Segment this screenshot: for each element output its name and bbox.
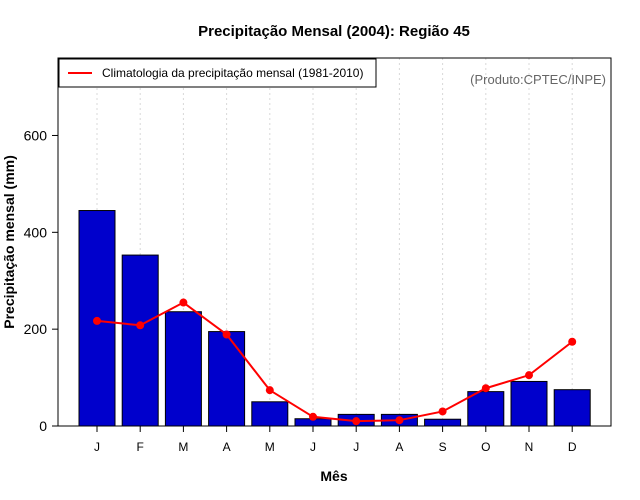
bar xyxy=(121,254,159,427)
x-axis-title: Mês xyxy=(320,468,347,484)
bar xyxy=(251,401,289,427)
x-tick-label: S xyxy=(439,440,447,454)
x-tick-label: F xyxy=(137,440,144,454)
x-tick-label: D xyxy=(568,440,577,454)
x-tick-label: M xyxy=(265,440,275,454)
bar xyxy=(510,380,548,427)
x-tick-label: A xyxy=(223,440,231,454)
x-tick-label: J xyxy=(310,440,316,454)
climatology-point xyxy=(568,337,577,346)
y-axis: 0 200 400 600 xyxy=(24,127,58,434)
climatology-point xyxy=(525,371,533,380)
climatology-point xyxy=(309,412,317,421)
x-tick-label: M xyxy=(178,440,188,454)
y-tick-label: 600 xyxy=(24,127,48,143)
bar xyxy=(164,311,202,427)
y-tick-label: 400 xyxy=(24,224,48,240)
y-axis-title: Precipitação mensal (mm) xyxy=(1,155,17,329)
legend-box xyxy=(58,58,377,88)
bar xyxy=(553,389,591,427)
chart-title: Precipitação Mensal (2004): Região 45 xyxy=(198,23,470,40)
x-tick-label: N xyxy=(525,440,534,454)
legend: Climatologia da precipitação mensal (198… xyxy=(58,58,377,88)
x-tick-label: A xyxy=(395,440,403,454)
climatology-point xyxy=(395,416,404,425)
climatology-point xyxy=(481,384,490,393)
bar xyxy=(208,331,246,427)
bar xyxy=(424,418,462,427)
climatology-point xyxy=(352,417,361,426)
y-tick-label: 200 xyxy=(24,321,48,337)
x-tick-label: O xyxy=(481,440,490,454)
climatology-point xyxy=(93,316,101,325)
climatology-point xyxy=(438,407,447,416)
climatology-point xyxy=(265,386,274,395)
climatology-point xyxy=(222,330,231,339)
x-tick-label: J xyxy=(353,440,359,454)
y-tick-label: 0 xyxy=(39,418,47,434)
credit-annotation: (Produto:CPTEC/INPE) xyxy=(470,72,606,87)
climatology-point xyxy=(179,298,188,307)
climatology-series xyxy=(93,298,577,426)
x-tick-label: J xyxy=(94,440,100,454)
bar xyxy=(467,391,505,427)
bars xyxy=(78,210,591,427)
plot-frame xyxy=(57,57,612,427)
climatology-point xyxy=(136,321,145,330)
climatology-line xyxy=(96,301,573,423)
legend-entry-climatology: Climatologia da precipitação mensal (198… xyxy=(102,66,363,80)
